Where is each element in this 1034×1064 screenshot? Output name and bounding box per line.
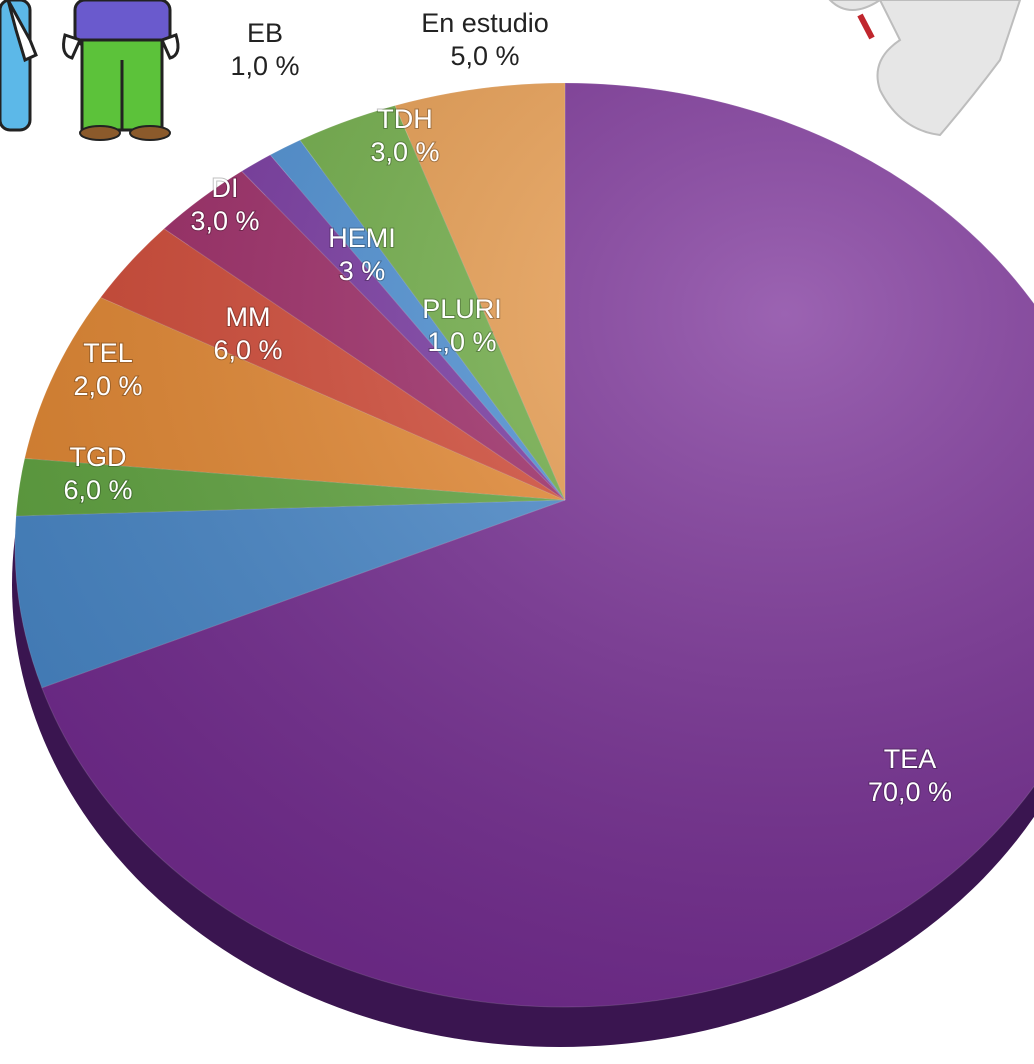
value-label: 70,0 %	[868, 777, 952, 807]
category-label: EB	[247, 18, 283, 48]
category-label: TEL	[83, 338, 133, 368]
value-label: 1,0 %	[230, 51, 299, 81]
value-label: 3,0 %	[190, 206, 259, 236]
slice-label: TEL 2,0 %	[73, 338, 142, 401]
slice-label: EB 1,0 %	[230, 18, 299, 81]
labels: TEA 70,0 %TGD 6,0 %TEL 2,0 %MM 6,0 %DI 3,0 %H…	[62, 8, 953, 808]
category-label: TGD	[70, 442, 127, 472]
category-label: En estudio	[421, 8, 549, 38]
slice-label: TGD 6,0 %	[63, 442, 132, 505]
category-label: PLURI	[422, 294, 502, 324]
value-label: 5,0 %	[450, 41, 519, 71]
value-label: 6,0 %	[213, 335, 282, 365]
value-label: 3,0 %	[370, 137, 439, 167]
slice-label: HEMI 3 %	[328, 223, 396, 286]
category-label: MM	[226, 302, 271, 332]
slice-label: TEA 70,0 %	[868, 744, 952, 807]
category-label: HEMI	[328, 223, 396, 253]
category-label: TDH	[377, 104, 433, 134]
value-label: 3 %	[339, 256, 386, 286]
value-label: 6,0 %	[63, 475, 132, 505]
slice-label: MM 6,0 %	[213, 302, 282, 365]
value-label: 1,0 %	[427, 327, 496, 357]
slice-label: TDH 3,0 %	[370, 104, 439, 167]
slice-label: DI 3,0 %	[190, 173, 259, 236]
category-label: TEA	[884, 744, 937, 774]
slice-label: PLURI 1,0 %	[422, 294, 502, 357]
value-label: 2,0 %	[73, 371, 142, 401]
slice-label: En estudio 5,0 %	[421, 8, 549, 71]
category-label: DI	[212, 173, 239, 203]
